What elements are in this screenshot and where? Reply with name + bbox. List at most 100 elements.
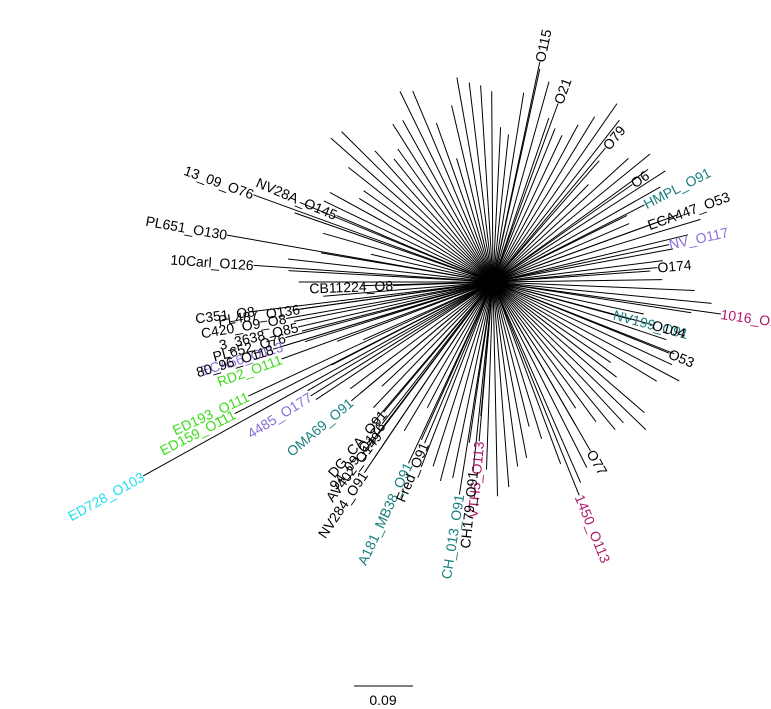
tree-branch: [350, 281, 494, 402]
tip-label: 1450_O113: [572, 492, 614, 565]
tree-branch: [492, 127, 502, 283]
tree-branch: [492, 281, 530, 427]
tip-label: O21: [550, 76, 574, 107]
tree-branch: [492, 225, 649, 283]
tree-branch: [281, 281, 494, 360]
tree-branch: [248, 281, 494, 397]
tree-branch: [492, 281, 645, 414]
tree-branch: [492, 281, 673, 366]
scale-bar: 0.09: [354, 685, 413, 708]
scale-bar-label: 0.09: [369, 692, 396, 708]
tree-branch: [358, 197, 494, 283]
tree-branch: [492, 281, 588, 468]
tree-branch: [492, 281, 653, 326]
tree-branch: [348, 167, 494, 283]
tree-branch: [286, 281, 494, 319]
tree-branch: [370, 253, 494, 283]
tree-branch: [323, 200, 494, 283]
tree-branch: [492, 281, 624, 424]
tree-branch: [378, 281, 494, 435]
tree-branch: [426, 281, 494, 409]
tree-branch: [439, 281, 494, 482]
tip-labels: ED728_O103ED159_O111ED193_O111RD2_O111EC…: [65, 28, 771, 581]
tree-branch: [492, 281, 616, 431]
tree-branch: [330, 137, 494, 283]
tree-branch: [234, 281, 494, 415]
tree-branch: [287, 258, 494, 283]
tree-branch: [492, 281, 597, 423]
tree-branch: [492, 128, 556, 283]
tree-branch: [227, 234, 494, 283]
tree-branch: [492, 281, 528, 458]
tree-branch: [492, 61, 541, 283]
tree-branch: [492, 281, 562, 464]
tree-branch: [492, 281, 617, 378]
tree-branch: [307, 281, 494, 392]
tree-branch: [492, 218, 701, 283]
tree-branch: [393, 281, 494, 286]
tree-branch: [363, 190, 494, 283]
tree-branch: [492, 281, 670, 354]
tree-branch: [492, 103, 559, 283]
tree-branch: [456, 77, 494, 283]
tip-label: CB11224_O8: [309, 277, 394, 296]
tip-label: PL651_O130: [144, 213, 228, 243]
tree-branch: [451, 105, 494, 283]
tree-branch: [492, 281, 644, 315]
tree-branch: [492, 281, 519, 467]
tree-branch: [381, 281, 494, 387]
tree-branch: [492, 279, 663, 283]
tree-branch: [492, 92, 525, 283]
tree-branch: [492, 184, 633, 283]
tree-branch: [491, 91, 494, 283]
tree-branch: [458, 281, 494, 495]
tree-branch: [492, 204, 645, 283]
tree-branch: [254, 281, 494, 312]
tree-branch: [472, 281, 494, 472]
tree-branch: [272, 281, 494, 350]
tip-label: 1016_O113: [720, 306, 771, 332]
tip-label: 10Carl_O126: [170, 252, 254, 274]
tree-branch: [492, 281, 543, 440]
tree-branch: [492, 186, 661, 283]
tip-label: O174: [657, 257, 693, 276]
tree-branches: [142, 61, 721, 497]
tree-branch: [285, 281, 494, 339]
tree-branch: [492, 281, 498, 497]
tree-branch: [492, 153, 651, 283]
tree-branch: [492, 134, 509, 283]
tree-branch: [408, 281, 494, 464]
tree-branch: [492, 81, 550, 283]
tree-branch: [456, 158, 494, 283]
tree-branch: [492, 281, 712, 304]
tree-branch: [480, 85, 494, 283]
tree-branch: [329, 191, 494, 283]
tree-branch: [492, 281, 510, 488]
tree-branch: [492, 135, 563, 283]
tree-branch: [399, 91, 494, 283]
tree-branch: [452, 281, 494, 479]
tip-label: C351_O8: [194, 303, 256, 326]
tree-branch: [492, 184, 589, 283]
tree-branch: [492, 116, 596, 283]
tree-branch: [492, 260, 663, 283]
tip-label: O53: [666, 346, 697, 371]
tree-branch: [492, 244, 670, 283]
tree-branch: [393, 158, 494, 283]
tree-branch: [435, 122, 494, 283]
tree-branch: [424, 281, 494, 444]
tree-branch: [492, 281, 582, 484]
tip-label: O79: [599, 122, 628, 153]
tree-branch: [315, 281, 494, 401]
tree-branch: [492, 103, 618, 283]
tree-branch: [392, 123, 494, 283]
tree-branch: [253, 264, 494, 283]
tree-branch: [492, 281, 612, 364]
tree-branch: [492, 267, 658, 283]
tree-branch: [492, 223, 630, 283]
tip-label: O77: [584, 447, 611, 478]
tree-branch: [492, 281, 695, 291]
tree-branch: [297, 281, 494, 328]
tip-label: ED728_O103: [65, 469, 147, 524]
